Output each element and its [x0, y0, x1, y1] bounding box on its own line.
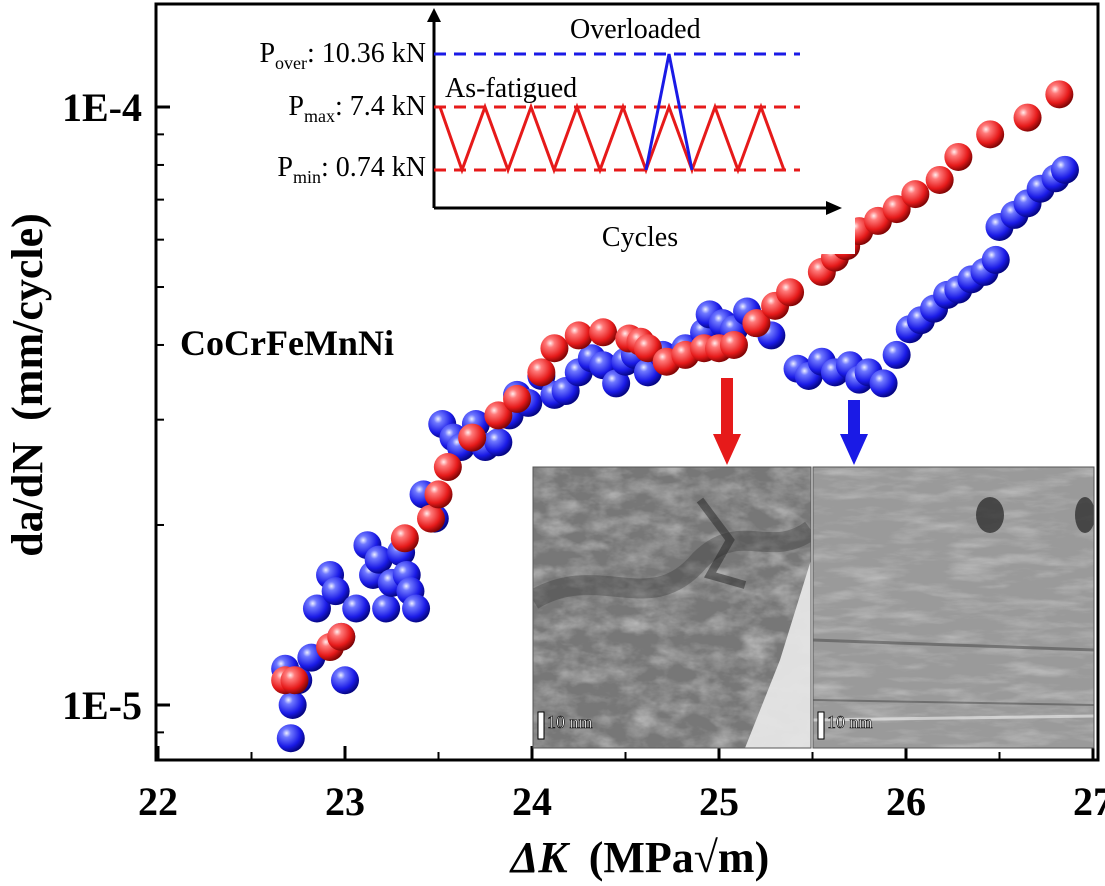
inset-overload-spike: [644, 53, 694, 171]
series-red: [271, 80, 1074, 695]
data-point-red: [327, 622, 356, 651]
data-point-red: [433, 453, 462, 482]
inset-x-label: Cycles: [602, 222, 678, 253]
data-point-red: [458, 423, 487, 452]
data-point-blue: [402, 594, 431, 623]
data-point-red: [564, 321, 593, 350]
inset-legend-as-fatigued: As-fatigued: [445, 73, 577, 104]
tem-image-red: [533, 467, 811, 748]
inset-y-arrow: [427, 8, 441, 22]
data-point-red: [882, 195, 911, 224]
inset-fatigue-wave: [438, 102, 786, 175]
data-point-blue: [981, 245, 1010, 274]
scale-bar-blue-image: 10 nm: [817, 711, 873, 740]
tem-image-blue: [813, 467, 1094, 748]
tem-image-blue-frame: [812, 466, 1095, 749]
x-axis-title: ΔK (MPa√m): [509, 833, 769, 882]
x-tick-label: 27: [1073, 779, 1105, 824]
plot-frame: [154, 2, 1100, 762]
x-tick-label: 26: [886, 779, 926, 824]
x-axis-title-symbol: ΔK: [509, 833, 571, 882]
inset-x-arrow: [826, 201, 842, 215]
data-point-red: [390, 524, 419, 553]
tem-image-red-frame: [532, 466, 812, 749]
data-point-blue: [869, 369, 898, 398]
data-point-red: [976, 120, 1005, 149]
data-point-blue: [882, 340, 911, 369]
y-axis-title-unit: (mm/cycle): [3, 213, 52, 421]
x-axis-ticks: 22 23 24 25 26 27: [138, 746, 1105, 824]
data-point-red: [540, 334, 569, 363]
x-axis-title-unit: (MPa√m): [589, 833, 770, 882]
data-point-red: [484, 401, 513, 430]
y-axis-title: da/dN (mm/cycle): [3, 213, 52, 557]
data-point-red: [417, 504, 446, 533]
y-tick-label: 1E-5: [62, 683, 142, 728]
x-tick-label: 25: [699, 779, 739, 824]
data-point-red: [719, 330, 748, 359]
data-point-blue: [331, 666, 359, 695]
data-point-blue: [321, 577, 350, 606]
data-point-blue: [278, 691, 307, 719]
data-point-red: [1013, 103, 1042, 132]
material-label: CoCrFeMnNi: [180, 323, 394, 363]
data-point-red: [424, 480, 453, 509]
x-tick-label: 24: [512, 779, 552, 824]
data-point-red: [1045, 80, 1074, 109]
inset-legend-overloaded: Overloaded: [570, 14, 701, 45]
y-axis-ticks: 1E-5 1E-4: [62, 85, 170, 734]
data-point-blue: [484, 428, 513, 457]
data-point-blue: [1050, 155, 1079, 184]
scale-bar-label-red: 10 nm: [547, 712, 593, 732]
y-tick-label: 1E-4: [62, 85, 142, 130]
x-tick-label: 23: [325, 779, 365, 824]
scale-bar-label-blue: 10 nm: [827, 712, 873, 732]
data-point-red: [776, 278, 805, 307]
data-point-red: [589, 318, 618, 347]
inset-waveform: Overloaded As-fatigued Cycles Pover: 10.…: [255, 6, 855, 254]
data-point-blue: [364, 545, 393, 574]
data-point-red: [944, 142, 973, 171]
inset-label-pmin: Pmin: 0.74 kN: [277, 152, 426, 187]
data-point-red: [280, 666, 309, 695]
arrow-blue: [840, 400, 868, 465]
inset-label-pover: Pover: 10.36 kN: [259, 38, 426, 73]
data-point-blue: [342, 594, 371, 623]
arrow-red: [713, 378, 741, 465]
data-point-red: [925, 165, 954, 194]
data-point-blue: [372, 594, 401, 623]
data-point-blue: [276, 724, 305, 753]
y-axis-title-symbol: da/dN: [3, 442, 52, 557]
data-point-blue: [302, 594, 331, 623]
data-point-blue: [602, 369, 631, 398]
data-point-red: [527, 358, 556, 387]
scale-bar-red-image: 10 nm: [537, 711, 593, 740]
inset-label-pmax: Pmax: 7.4 kN: [288, 91, 426, 126]
data-point-red: [742, 309, 771, 338]
x-tick-label: 22: [138, 779, 178, 824]
data-point-red: [503, 384, 532, 413]
data-point-red: [901, 180, 930, 209]
